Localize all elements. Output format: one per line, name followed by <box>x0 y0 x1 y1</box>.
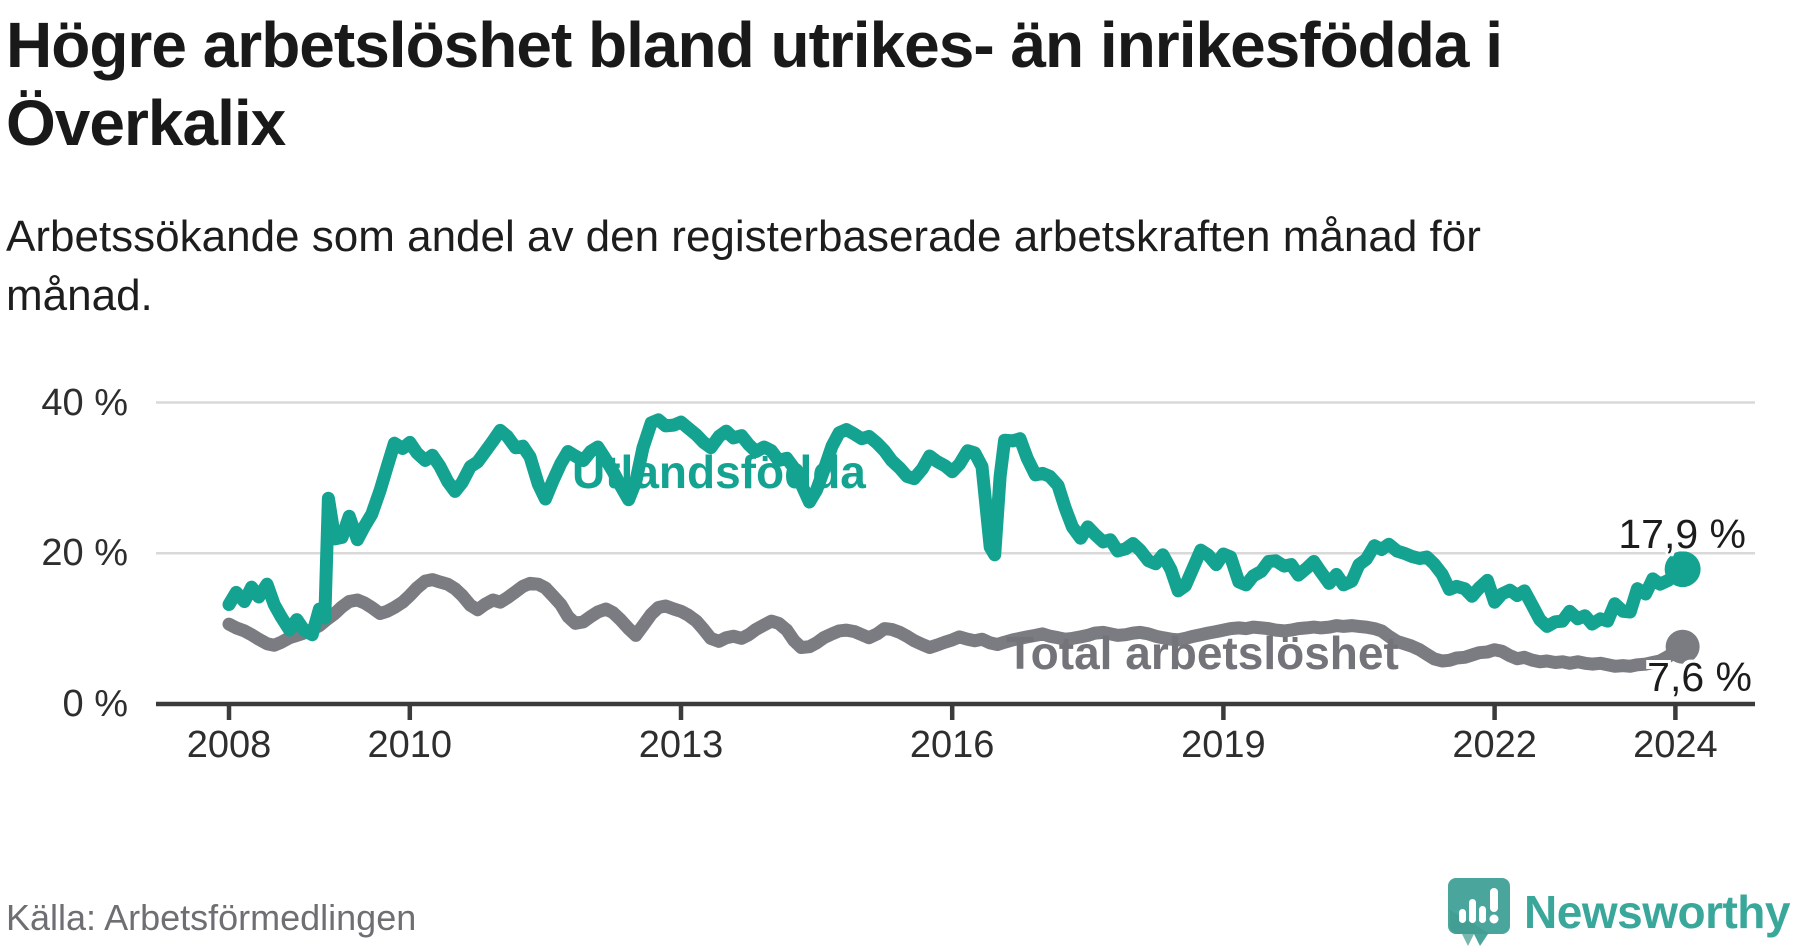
y-tick-label: 40 % <box>41 381 128 424</box>
gridlines <box>156 401 1755 555</box>
series-end-dot-total <box>1665 629 1700 664</box>
page-title: Högre arbetslöshet bland utrikes- än inr… <box>6 9 1503 160</box>
x-tick-label: 2010 <box>367 724 453 766</box>
brand-lockup: Newsworthy <box>1448 876 1790 948</box>
x-tick-label: 2016 <box>909 724 995 766</box>
end-value-label-total: 7,6 % <box>1647 654 1752 700</box>
newsworthy-logo-icon <box>1448 878 1511 946</box>
y-tick-label: 0 % <box>62 683 128 725</box>
series-label-total-arbetsloshet: Total arbetslöshet <box>1006 627 1399 679</box>
x-axis <box>156 701 1755 720</box>
end-value-label-utlandsfodda: 17,9 % <box>1618 511 1746 557</box>
y-tick-label: 20 % <box>41 532 128 575</box>
series-label-utlandsfodda: Utlandsfödda <box>572 446 866 498</box>
chart-subtitle: Arbetssökande som andel av den registerb… <box>6 212 1481 320</box>
x-tick-label: 2013 <box>638 724 724 766</box>
series-end-dot-utlandsfodda <box>1664 551 1701 588</box>
x-tick-label: 2022 <box>1452 724 1537 766</box>
x-tick-label: 2019 <box>1181 724 1266 766</box>
series-line-total-arbetsloshet <box>222 573 1690 673</box>
brand-name: Newsworthy <box>1524 886 1790 938</box>
x-tick-label: 2008 <box>186 724 272 766</box>
source-credit: Källa: Arbetsförmedlingen <box>6 897 417 938</box>
x-tick-label: 2024 <box>1633 724 1718 766</box>
series-line-utlandsfodda <box>222 413 1690 642</box>
